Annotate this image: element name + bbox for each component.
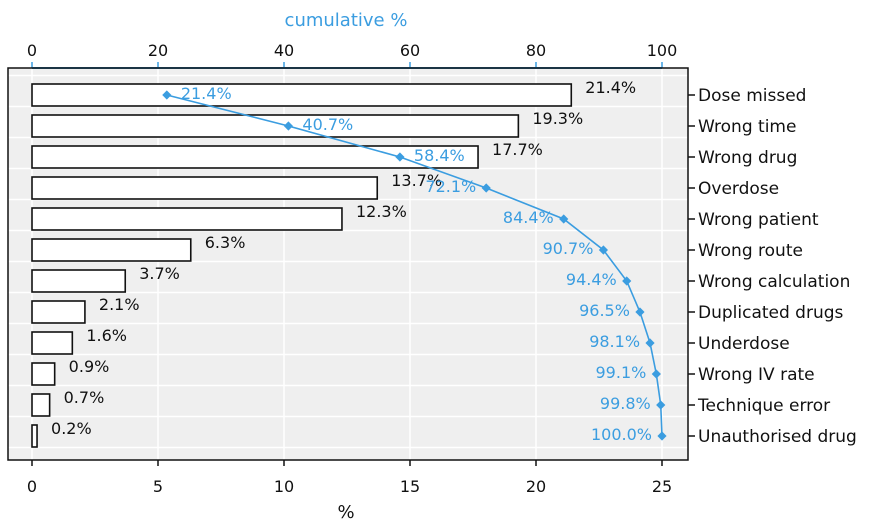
bar-value-label-11: 0.2% [51, 419, 92, 438]
bar-value-label-4: 12.3% [356, 202, 407, 221]
cumulative-label-5: 90.7% [543, 239, 594, 258]
cumulative-label-0: 21.4% [181, 84, 232, 103]
top-tick-label-2: 40 [274, 41, 294, 60]
cumulative-point-0 [162, 90, 172, 100]
category-label-4: Wrong patient [698, 210, 819, 230]
cumulative-label-6: 94.4% [566, 270, 617, 289]
cumulative-label-10: 99.8% [600, 394, 651, 413]
cumulative-series [162, 90, 667, 441]
bar-value-label-10: 0.7% [64, 388, 105, 407]
cumulative-label-3: 72.1% [425, 177, 476, 196]
cumulative-label-7: 96.5% [579, 301, 630, 320]
cumulative-line [166, 94, 663, 437]
category-label-2: Wrong drug [698, 148, 797, 168]
bar-9 [31, 362, 56, 386]
cumulative-label-2: 58.4% [414, 146, 465, 165]
bar-value-label-8: 1.6% [86, 326, 127, 345]
bar-4 [31, 207, 343, 231]
bottom-tick-label-2: 10 [274, 477, 294, 496]
bottom-tick-label-5: 25 [652, 477, 672, 496]
top-tick-label-4: 80 [526, 41, 546, 60]
top-axis-title: cumulative % [285, 10, 408, 31]
top-tick-label-1: 20 [148, 41, 168, 60]
bar-0 [31, 83, 573, 107]
cumulative-point-7 [635, 307, 645, 317]
category-label-3: Overdose [698, 179, 779, 199]
bar-value-label-7: 2.1% [99, 295, 140, 314]
cumulative-point-3 [481, 183, 491, 193]
category-label-6: Wrong calculation [698, 272, 850, 292]
bars [31, 83, 573, 448]
cumulative-point-5 [598, 245, 609, 255]
top-tick-label-5: 100 [647, 41, 678, 60]
cumulative-point-4 [559, 214, 569, 224]
axes: 0 20 40 60 80 100 0 5 10 15 20 25 Dose missed Wrong t… [27, 41, 857, 496]
top-tick-label-0: 0 [27, 41, 37, 60]
bar-value-label-3: 13.7% [391, 171, 442, 190]
bar-7 [31, 300, 86, 324]
bottom-tick-label-0: 0 [27, 477, 37, 496]
bar-6 [31, 269, 127, 293]
bottom-axis-title: % [337, 502, 354, 523]
bar-value-label-9: 0.9% [69, 357, 110, 376]
bar-value-label-0: 21.4% [585, 78, 636, 97]
cumulative-point-9 [651, 369, 661, 379]
cumulative-point-6 [622, 276, 632, 286]
bottom-tick-label-3: 15 [400, 477, 420, 496]
data-labels: 21.4%19.3%17.7%13.7%12.3%6.3%3.7%2.1%1.6… [51, 78, 652, 444]
category-label-11: Unauthorised drug [698, 427, 857, 447]
bar-1 [31, 114, 520, 138]
bar-value-label-5: 6.3% [205, 233, 246, 252]
bar-value-label-6: 3.7% [139, 264, 180, 283]
category-label-5: Wrong route [698, 241, 803, 261]
plot-frame [7, 67, 689, 461]
bar-8 [31, 331, 74, 355]
bar-3 [31, 176, 379, 200]
bottom-tick-label-4: 20 [526, 477, 546, 496]
category-label-0: Dose missed [698, 86, 806, 106]
cumulative-label-9: 99.1% [596, 363, 647, 382]
category-label-1: Wrong time [698, 117, 796, 137]
cumulative-point-10 [656, 400, 666, 410]
bar-value-label-1: 19.3% [532, 109, 583, 128]
bottom-tick-label-1: 5 [153, 477, 163, 496]
cumulative-label-8: 98.1% [589, 332, 640, 351]
cumulative-label-1: 40.7% [302, 115, 353, 134]
cumulative-label-11: 100.0% [591, 425, 652, 444]
category-label-7: Duplicated drugs [698, 303, 844, 323]
bar-10 [31, 393, 51, 417]
cumulative-point-2 [395, 152, 405, 162]
category-label-10: Technique error [697, 396, 830, 416]
cumulative-point-8 [645, 338, 655, 348]
bar-value-label-2: 17.7% [492, 140, 543, 159]
cumulative-label-4: 84.4% [503, 208, 554, 227]
cumulative-point-11 [657, 431, 667, 441]
bar-5 [31, 238, 192, 262]
category-label-9: Wrong IV rate [698, 365, 815, 385]
bar-11 [31, 424, 38, 448]
category-label-8: Underdose [698, 334, 790, 354]
cumulative-point-1 [283, 121, 294, 131]
top-tick-label-3: 60 [400, 41, 420, 60]
bar-2 [31, 145, 479, 169]
